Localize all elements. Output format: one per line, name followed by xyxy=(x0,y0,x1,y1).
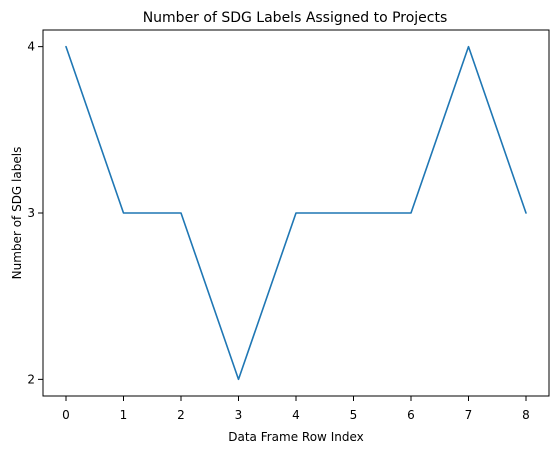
x-tick-label: 4 xyxy=(292,408,300,422)
x-tick-label: 6 xyxy=(407,408,415,422)
series-line xyxy=(65,45,527,381)
y-tick-label: 3 xyxy=(27,206,35,220)
y-tick-label: 4 xyxy=(27,40,35,54)
x-tick-label: 1 xyxy=(120,408,128,422)
y-axis-label: Number of SDG labels xyxy=(10,147,24,280)
x-axis-ticks: 0 1 2 3 4 5 6 7 8 xyxy=(62,396,530,422)
x-tick-label: 2 xyxy=(177,408,185,422)
series-layer xyxy=(65,45,527,381)
x-tick-label: 5 xyxy=(350,408,358,422)
y-axis-ticks: 2 3 4 xyxy=(27,40,43,386)
x-axis-label: Data Frame Row Index xyxy=(228,430,363,444)
chart-title: Number of SDG Labels Assigned to Project… xyxy=(143,10,448,26)
x-tick-label: 3 xyxy=(235,408,243,422)
x-tick-label: 0 xyxy=(62,408,70,422)
y-tick-label: 2 xyxy=(27,372,35,386)
x-tick-label: 7 xyxy=(465,408,473,422)
x-tick-label: 8 xyxy=(522,408,530,422)
